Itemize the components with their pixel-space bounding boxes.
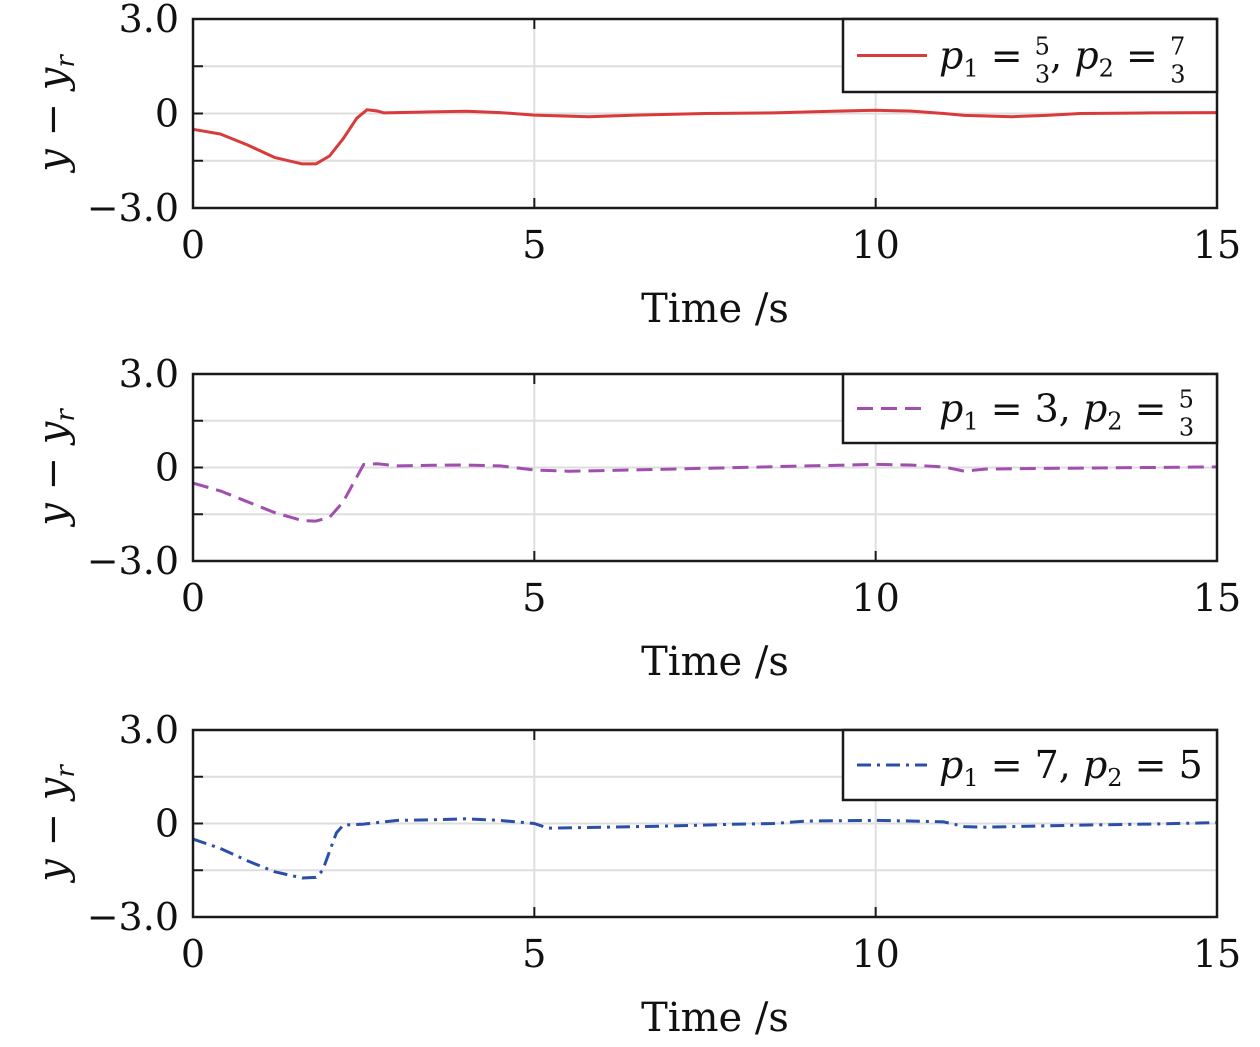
y-axis-label-main: y − y — [30, 776, 76, 884]
y-axis-label-sub: r — [51, 764, 81, 778]
legend-part-b_sub: 2 — [1107, 764, 1122, 792]
x-axis-label: Time /s — [641, 995, 789, 1041]
y-axis-label: y − yr — [30, 764, 81, 884]
legend-part-eq2: = — [1123, 387, 1179, 431]
legend-part-frac2_num: 5 — [1179, 386, 1194, 414]
plot-frame — [191, 17, 1219, 210]
legend-part-frac1_num: 5 — [1035, 33, 1050, 61]
y-tick-label: 0 — [155, 802, 179, 846]
x-tick-label: 15 — [1193, 932, 1241, 976]
y-axis-label-main: y − y — [30, 420, 76, 528]
y-tick-label: −3.0 — [87, 895, 179, 939]
y-tick-label: 3.0 — [119, 0, 179, 41]
x-tick-label: 5 — [522, 576, 546, 620]
legend-part-a: p — [939, 743, 963, 787]
x-tick-label: 0 — [181, 932, 205, 976]
y-tick-label: 3.0 — [119, 708, 179, 752]
plot-frame — [191, 372, 1219, 563]
legend-part-eq1: = — [979, 34, 1035, 78]
legend: p1 = 7, p2 = 5 — [841, 728, 1219, 802]
y-axis-label-main: y − y — [30, 66, 76, 174]
legend-part-b_sub: 2 — [1107, 408, 1122, 436]
x-tick-label: 0 — [181, 223, 205, 267]
series-line — [192, 817, 1218, 880]
legend-part-eq1: = 7 — [979, 743, 1059, 787]
y-axis-label-sub: r — [51, 408, 81, 422]
series-line — [192, 108, 1218, 166]
legend-part-a_sub: 1 — [963, 55, 978, 83]
legend-part-eq2: = — [1114, 34, 1170, 78]
y-tick-label: −3.0 — [87, 539, 179, 583]
y-tick-label: 3.0 — [119, 352, 179, 396]
legend-part-b: p — [1083, 387, 1107, 431]
y-axis-label-sub: r — [51, 54, 81, 68]
legend-part-a: p — [939, 34, 963, 78]
legend-part-a_sub: 1 — [963, 408, 978, 436]
legend-part-sep: , — [1059, 743, 1083, 787]
series-line — [192, 462, 1218, 523]
x-tick-label: 5 — [522, 932, 546, 976]
x-tick-label: 0 — [181, 576, 205, 620]
legend-part-sep: , — [1059, 387, 1083, 431]
plot-frame — [191, 728, 1219, 919]
legend-part-frac1_den: 3 — [1035, 61, 1050, 89]
legend-part-b_sub: 2 — [1099, 55, 1114, 83]
x-tick-label: 15 — [1193, 576, 1241, 620]
x-tick-label: 10 — [851, 932, 899, 976]
legend-part-eq1: = 3 — [979, 387, 1059, 431]
y-axis-label: y − yr — [30, 54, 81, 174]
y-tick-label: 0 — [155, 92, 179, 136]
x-tick-label: 5 — [522, 223, 546, 267]
legend-label: p1 = 7, p2 = 5 — [939, 743, 1203, 792]
x-tick-label: 10 — [851, 576, 899, 620]
x-tick-label: 10 — [851, 223, 899, 267]
legend-part-frac2_den: 3 — [1170, 61, 1185, 89]
x-axis-label: Time /s — [641, 286, 789, 332]
y-tick-label: −3.0 — [87, 186, 179, 230]
legend-part-sep: , — [1050, 34, 1074, 78]
legend-part-b: p — [1074, 34, 1098, 78]
x-axis-label: Time /s — [641, 639, 789, 685]
legend-part-b: p — [1083, 743, 1107, 787]
legend-part-frac2_num: 7 — [1170, 33, 1185, 61]
y-axis-label: y − yr — [30, 408, 81, 528]
x-tick-label: 15 — [1193, 223, 1241, 267]
legend-part-a_sub: 1 — [963, 764, 978, 792]
legend-box — [841, 728, 1219, 802]
legend-part-eq2: = 5 — [1123, 743, 1203, 787]
legend-part-frac2_den: 3 — [1179, 414, 1194, 442]
legend-part-a: p — [939, 387, 963, 431]
y-tick-label: 0 — [155, 446, 179, 490]
